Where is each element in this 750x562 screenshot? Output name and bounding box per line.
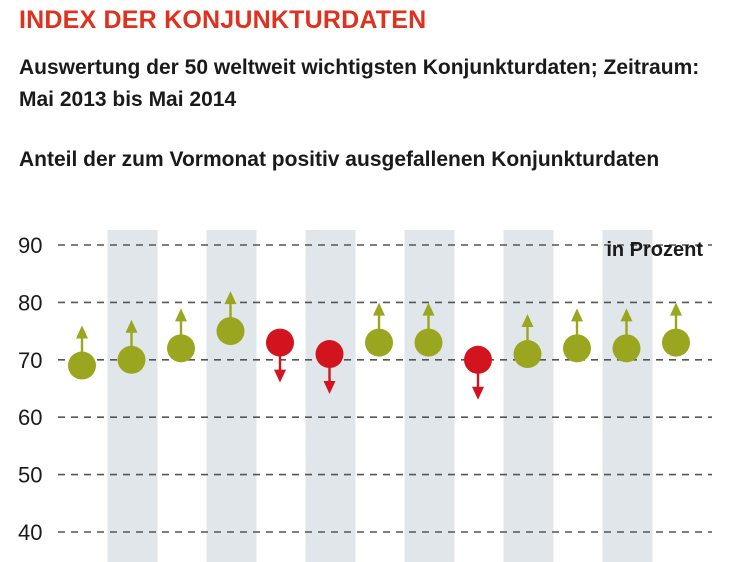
data-dot — [513, 340, 542, 369]
y-tick-label: 60 — [18, 405, 42, 430]
arrow-up-icon — [670, 302, 682, 316]
background-band — [404, 230, 455, 562]
data-point — [414, 302, 443, 357]
background-bands — [107, 230, 653, 562]
chart-subtitle: Auswertung der 50 weltweit wichtigsten K… — [19, 56, 700, 111]
data-point — [464, 345, 492, 400]
data-dot — [68, 351, 96, 380]
background-band — [206, 230, 257, 562]
data-dot — [365, 328, 393, 357]
data-point — [612, 308, 641, 363]
background-band — [107, 230, 158, 562]
unit-label: in Prozent — [606, 239, 703, 261]
background-band — [503, 230, 554, 562]
data-dot — [662, 328, 690, 357]
arrow-up-icon — [521, 314, 534, 328]
arrow-up-icon — [175, 308, 187, 322]
arrow-up-icon — [125, 319, 138, 333]
background-band — [305, 230, 356, 562]
data-point — [662, 302, 690, 357]
arrow-up-icon — [373, 302, 385, 316]
data-dot — [464, 345, 492, 374]
data-dot — [216, 317, 245, 346]
data-point — [266, 328, 294, 383]
data-dot — [612, 334, 641, 363]
data-marks — [68, 291, 690, 400]
data-dot — [266, 328, 294, 357]
arrow-up-icon — [224, 291, 237, 305]
arrow-down-icon — [323, 381, 336, 395]
background-band — [602, 230, 653, 562]
y-tick-label: 80 — [18, 290, 42, 315]
data-point — [68, 325, 96, 380]
arrow-up-icon — [571, 308, 583, 322]
grid-lines — [58, 244, 712, 533]
data-dot — [117, 345, 146, 374]
chart-title: INDEX DER KONJUNKTURDATEN — [19, 6, 427, 34]
data-dot — [563, 334, 591, 363]
data-dot — [414, 328, 443, 357]
arrow-up-icon — [422, 302, 435, 316]
arrow-down-icon — [472, 386, 484, 400]
data-dot — [167, 334, 195, 363]
y-axis-ticks: 90 80 70 60 50 40 — [18, 233, 42, 545]
data-point — [563, 308, 591, 363]
data-point — [513, 314, 542, 369]
y-tick-label: 90 — [18, 233, 42, 258]
arrow-up-icon — [76, 325, 88, 339]
y-tick-label: 70 — [18, 348, 42, 373]
data-point — [216, 291, 245, 346]
data-point — [315, 340, 344, 395]
arrow-down-icon — [274, 369, 286, 383]
data-point — [167, 308, 195, 363]
chart-caption: Anteil der zum Vormonat positiv ausgefal… — [19, 148, 660, 171]
y-tick-label: 40 — [18, 520, 42, 545]
y-tick-label: 50 — [18, 463, 42, 488]
arrow-up-icon — [620, 308, 633, 322]
data-dot — [315, 340, 344, 369]
data-point — [117, 319, 146, 374]
data-point — [365, 302, 393, 357]
